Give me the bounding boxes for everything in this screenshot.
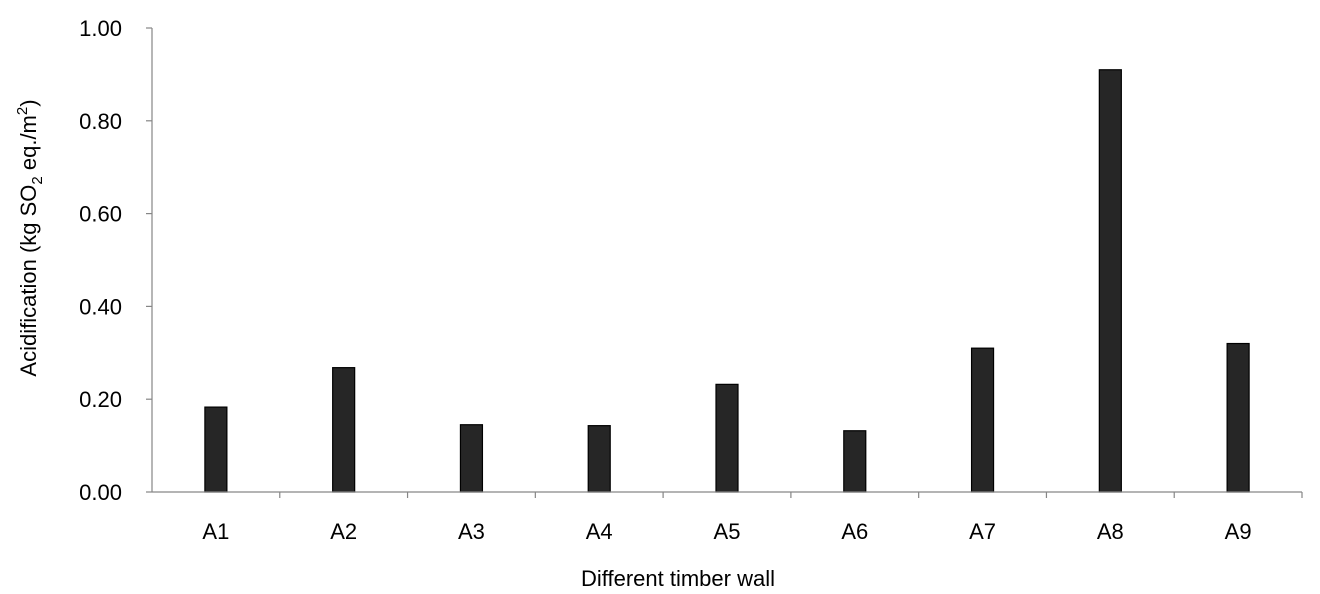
- x-axis-title: Different timber wall: [581, 566, 775, 591]
- y-tick-label: 0.20: [79, 387, 122, 412]
- bar-a4: [587, 425, 611, 493]
- y-tick-label: 1.00: [79, 16, 122, 41]
- x-tick-label-a1: A1: [202, 519, 229, 544]
- y-tick-label: 0.80: [79, 109, 122, 134]
- bar-a5: [715, 383, 739, 493]
- bar-a3: [459, 424, 484, 493]
- bars: [204, 69, 1250, 493]
- bar-a8: [1098, 69, 1122, 493]
- y-tick-label: 0.00: [79, 480, 122, 505]
- y-tick-label: 0.60: [79, 202, 122, 227]
- x-tick-label-a8: A8: [1097, 519, 1124, 544]
- bar-a7: [970, 347, 995, 493]
- x-tick-label-a6: A6: [841, 519, 868, 544]
- x-tick-label-a7: A7: [969, 519, 996, 544]
- bar-a6: [843, 430, 867, 493]
- bar-a1: [204, 406, 228, 493]
- x-tick-label-a9: A9: [1225, 519, 1252, 544]
- y-axis-title: Acidification (kg SO2 eq./m2): [14, 99, 46, 376]
- x-tick-label-a5: A5: [714, 519, 741, 544]
- bar-a2: [332, 367, 356, 493]
- x-tick-label-a2: A2: [330, 519, 357, 544]
- y-tick-label: 0.40: [79, 294, 122, 319]
- x-tick-label-a3: A3: [458, 519, 485, 544]
- x-tick-label-a4: A4: [586, 519, 613, 544]
- y-axis-ticks: 0.00 0.20 0.40 0.60 0.80 1.00: [79, 16, 152, 505]
- x-axis-ticks: A1 A2 A3 A4 A5 A6 A7 A8 A9: [202, 492, 1303, 544]
- bar-a9: [1226, 342, 1250, 493]
